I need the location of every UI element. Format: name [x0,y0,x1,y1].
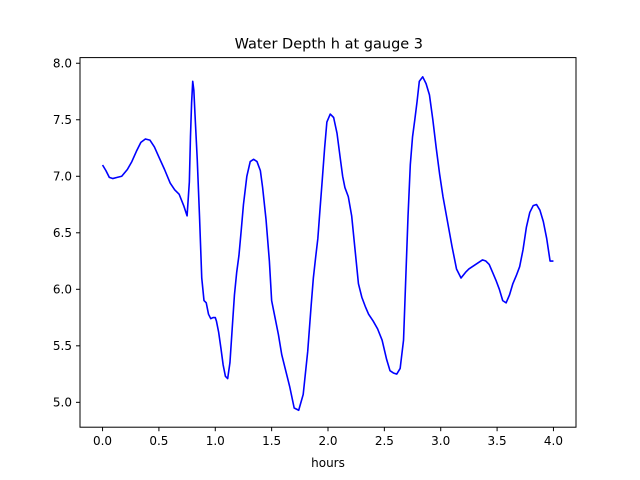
y-axis-ticks: 5.0 5.5 6.0 6.5 7.0 7.5 8.0 [53,57,80,410]
x-tick-label: 3.0 [431,434,450,448]
data-series [101,76,554,412]
x-tick-label: 1.0 [206,434,225,448]
x-tick-label: 0.5 [149,434,168,448]
y-tick-label: 8.0 [53,57,72,71]
y-tick-label: 5.0 [53,396,72,410]
chart-title: Water Depth h at gauge 3 [235,37,423,53]
x-tick-label: 3.5 [488,434,507,448]
y-tick-label: 7.0 [53,170,72,184]
x-axis-label: hours [311,456,345,470]
x-tick-label: 0.0 [93,434,112,448]
y-tick-label: 6.5 [53,226,72,240]
x-axis-ticks: 0.0 0.5 1.0 1.5 2.0 2.5 3.0 3.5 4.0 [93,427,563,448]
y-tick-label: 5.5 [53,339,72,353]
x-tick-label: 2.0 [318,434,337,448]
plot-frame [79,57,577,428]
y-tick-label: 7.5 [53,113,72,127]
x-tick-label: 1.5 [262,434,281,448]
x-tick-label: 2.5 [375,434,394,448]
x-tick-label: 4.0 [544,434,563,448]
series-line-0 [101,76,554,412]
y-tick-label: 6.0 [53,283,72,297]
